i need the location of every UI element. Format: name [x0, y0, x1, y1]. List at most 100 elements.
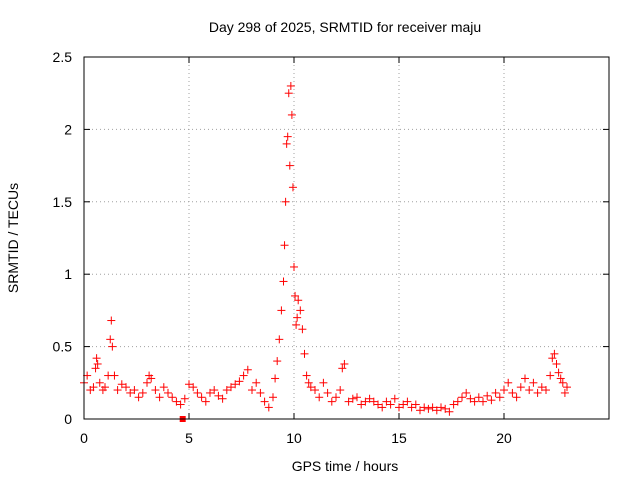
data-point: [441, 404, 450, 413]
data-point: [563, 383, 571, 392]
data-point: [300, 349, 309, 358]
data-point: [248, 386, 256, 395]
data-point: [416, 406, 424, 415]
data-point: [92, 354, 101, 363]
data-point: [252, 378, 261, 387]
data-point: [504, 378, 513, 387]
data-point: [291, 291, 300, 300]
x-tick-label: 15: [391, 430, 407, 446]
y-tick-label: 0: [64, 411, 72, 427]
data-point: [470, 397, 479, 406]
data-point: [399, 400, 408, 409]
data-point: [107, 316, 116, 325]
data-point: [279, 277, 288, 286]
data-point: [159, 383, 168, 392]
data-point: [282, 139, 291, 148]
data-point: [533, 388, 542, 397]
data-point: [292, 320, 301, 329]
data-point: [323, 388, 332, 397]
data-point: [353, 393, 361, 402]
data-point: [218, 394, 227, 403]
data-point: [275, 335, 284, 344]
data-point: [554, 368, 563, 377]
data-point: [189, 383, 198, 392]
data-point: [556, 374, 565, 383]
data-point: [550, 349, 559, 358]
data-point: [327, 397, 336, 406]
data-point: [91, 364, 100, 373]
data-point: [293, 313, 302, 322]
data-point: [298, 325, 307, 334]
data-point: [143, 378, 151, 387]
data-point: [93, 359, 102, 368]
data-point: [407, 403, 416, 412]
data-point: [106, 335, 115, 344]
data-point: [560, 388, 569, 397]
data-point: [378, 403, 387, 412]
data-point: [548, 354, 557, 363]
data-point: [89, 383, 98, 392]
data-point: [122, 383, 130, 392]
data-point: [344, 397, 353, 406]
data-point: [357, 400, 366, 409]
data-point: [411, 400, 420, 409]
data-point: [537, 383, 546, 392]
data-point: [348, 394, 357, 403]
data-point: [516, 383, 525, 392]
data-point: [445, 407, 454, 416]
data-point: [271, 374, 280, 383]
data-point: [466, 394, 475, 403]
data-point: [424, 404, 433, 413]
plot-frame: [83, 56, 610, 420]
data-point: [420, 403, 429, 412]
axis-layer: 0 5 10 15 20 0 0.5 1 1.5 2 2.5: [53, 49, 609, 446]
data-marks: [80, 81, 571, 422]
y-tick-label: 2: [64, 121, 72, 137]
data-point: [126, 388, 135, 397]
data-point: [336, 386, 345, 395]
x-axis-label: GPS time / hours: [292, 458, 399, 474]
data-point: [512, 393, 521, 402]
data-point: [214, 391, 223, 400]
chart-title: Day 298 of 2025, SRMTID for receiver maj…: [209, 19, 481, 35]
data-point: [386, 400, 395, 409]
data-point: [546, 371, 555, 380]
data-point: [283, 132, 292, 141]
data-point: [453, 397, 462, 406]
data-point: [552, 359, 561, 368]
data-point: [361, 397, 370, 406]
data-point: [483, 391, 492, 400]
data-point: [403, 397, 412, 406]
data-point: [525, 386, 534, 395]
data-point: [437, 403, 445, 412]
data-point: [277, 306, 286, 315]
data-point: [382, 397, 391, 406]
data-point: [151, 386, 160, 395]
y-tick-label: 1: [64, 266, 72, 282]
y-axis-label: SRMTID / TECUs: [5, 183, 21, 293]
data-point: [500, 386, 508, 395]
data-point: [176, 400, 185, 409]
data-point: [374, 400, 382, 409]
data-point: [239, 371, 248, 380]
data-point: [495, 393, 504, 402]
data-point: [164, 388, 172, 397]
data-point: [256, 388, 265, 397]
data-point: [319, 378, 328, 387]
data-point: [287, 110, 296, 119]
data-point: [315, 393, 324, 402]
data-point: [172, 397, 181, 406]
data-point: [108, 342, 117, 351]
data-point: [294, 296, 303, 305]
data-point: [487, 396, 496, 405]
x-tick-label: 20: [496, 430, 512, 446]
data-point: [117, 380, 126, 389]
data-point: [155, 393, 164, 402]
data-point: [185, 380, 193, 389]
data-point: [110, 371, 119, 380]
data-point: [302, 371, 311, 380]
data-point: [210, 386, 219, 395]
data-point: [340, 359, 349, 368]
